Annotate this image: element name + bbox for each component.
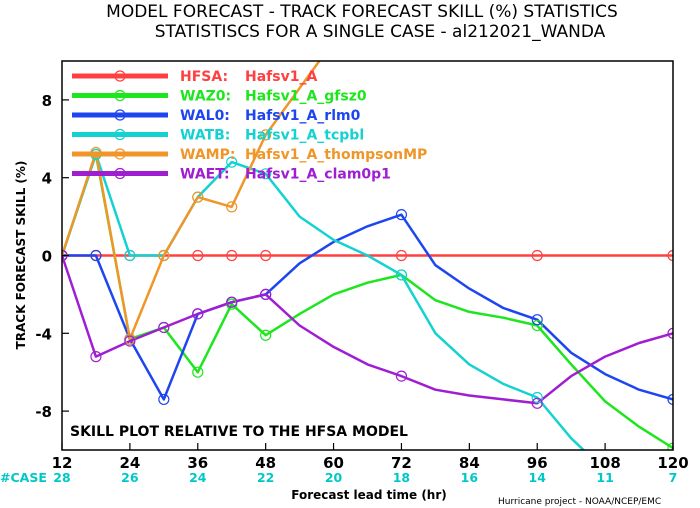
legend: HFSA: Hafsv1_A WAZ0: Hafsv1_A_gfsz0 WAL0: Haf… [72,69,427,183]
x-tick-label-96: 96 [527,454,548,472]
point-hfsa-96 [531,249,543,262]
x-tick-label-84: 84 [459,454,480,472]
x-tick-label-48: 48 [255,454,276,472]
legend-marker-hfsa [114,70,126,82]
legend-name-wamp: Hafsv1_A_thompsonMP [245,147,427,163]
y-tick-label-4: 4 [42,170,52,188]
point-wal0-18 [90,249,102,262]
chart-subtitle: STATISTISCS FOR A SINGLE CASE - al212021… [155,22,606,42]
point-wamp-36 [192,191,204,203]
y-axis-label: TRACK FORECAST SKILL (%) [14,161,28,350]
case-count-36: 24 [189,470,207,485]
series-line-waz0 [62,153,673,450]
point-wamp-42 [226,201,238,213]
case-count-24: 26 [121,470,139,485]
case-label: #CASE [0,470,47,485]
legend-name-hfsa: Hafsv1_A [245,69,317,85]
legend-code-waet: WAET: [180,167,230,183]
y-tick-label-0: 0 [42,248,52,266]
point-waet-24 [124,335,136,347]
legend-code-wal0: WAL0: [180,108,230,124]
case-count-84: 16 [461,470,479,485]
legend-name-waet: Hafsv1_A_clam0p1 [245,167,391,183]
point-wamp-48 [260,129,272,141]
point-watb-96 [531,391,543,404]
legend-code-watb: WATB: [180,128,230,144]
point-waet-120 [667,327,673,339]
case-count-96: 14 [529,470,547,485]
case-count-120: 7 [669,470,678,485]
legend-name-wal0: Hafsv1_A_rlm0 [245,108,361,124]
legend-code-waz0: WAZ0: [180,89,231,105]
case-count-48: 22 [257,470,274,485]
point-waz0-48 [260,329,272,341]
point-hfsa-72 [395,249,408,262]
x-tick-label-12: 12 [52,454,73,472]
point-waet-42 [226,296,238,308]
legend-code-wamp: WAMP: [180,147,235,163]
point-waz0-36 [192,366,204,378]
x-tick-label-72: 72 [391,454,412,472]
legend-name-waz0: Hafsv1_A_gfsz0 [245,89,367,105]
series-line-waet [62,255,673,405]
legend-marker-wal0 [114,109,126,121]
point-hfsa-42 [226,249,238,262]
point-wal0-30 [158,393,170,406]
credit-text: Hurricane project - NOAA/NCEP/EMC [498,497,661,507]
x-tick-label-108: 108 [589,454,620,472]
point-waet-30 [158,321,170,334]
series-layer [62,61,673,450]
point-wamp-30 [158,249,170,262]
legend-marker-waet [114,167,126,180]
series-line-wamp [62,61,321,341]
point-waet-48 [260,288,272,300]
point-waet-96 [531,397,543,409]
case-count-60: 20 [325,470,343,485]
y-tick-label--8: -8 [35,403,52,421]
legend-marker-waz0 [114,89,126,102]
x-tick-label-36: 36 [187,454,208,472]
skill-annotation: SKILL PLOT RELATIVE TO THE HFSA MODEL [70,424,408,440]
x-tick-label-24: 24 [119,454,140,472]
case-count-12: 28 [53,470,70,485]
point-watb-72 [395,269,408,281]
point-waet-18 [90,351,102,363]
x-tick-label-60: 60 [323,454,344,472]
point-waet-72 [395,370,408,382]
legend-marker-watb [114,128,126,141]
point-wal0-72 [395,209,408,221]
point-waet-36 [192,308,204,320]
point-hfsa-48 [260,249,272,262]
y-tick-label--4: -4 [35,325,52,343]
point-watb-42 [226,156,238,168]
point-waz0-120 [667,442,673,450]
point-watb-24 [124,249,136,262]
point-wal0-120 [667,393,673,406]
point-watb-48 [260,168,272,180]
legend-name-watb: Hafsv1_A_tcpbl [245,128,364,144]
legend-marker-wamp [114,148,126,160]
point-hfsa-120 [667,249,673,262]
y-tick-label-8: 8 [42,92,52,110]
point-waz0-96 [531,319,543,332]
case-count-108: 11 [596,470,613,485]
x-tick-label-120: 120 [657,454,688,472]
x-axis-label: Forecast lead time (hr) [291,488,447,502]
point-hfsa-36 [192,249,204,262]
case-count-72: 18 [393,470,410,485]
chart-title: MODEL FORECAST - TRACK FORECAST SKILL (%… [106,2,618,22]
point-wal0-96 [531,314,543,326]
series-line-wal0 [62,213,673,401]
legend-code-hfsa: HFSA: [180,69,228,85]
series-line-watb [62,153,586,450]
